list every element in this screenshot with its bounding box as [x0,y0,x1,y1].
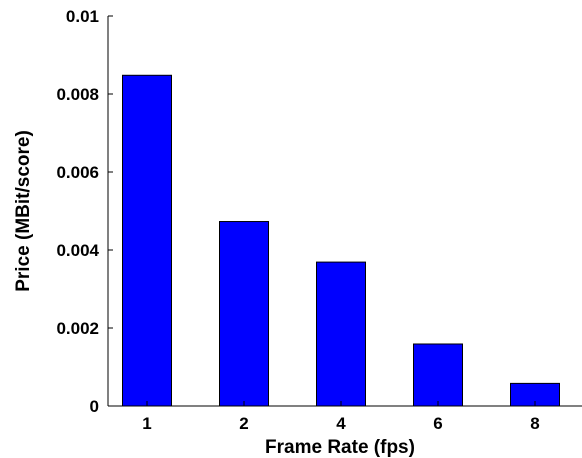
bar-1 [122,74,172,407]
y-tick-label: 0.008 [56,85,99,104]
bar-4 [316,261,366,407]
y-tick-label: 0 [90,397,99,416]
y-tick-labels: 0 0.002 0.004 0.006 0.008 0.01 [56,7,99,416]
y-axis-title: Price (MBit/score) [13,130,34,292]
x-tick-label: 1 [142,414,151,433]
y-tick-marks [108,15,113,407]
y-tick-label: 0.004 [56,241,99,260]
y-tick-label: 0.006 [56,163,99,182]
y-tick-label: 0.002 [56,319,99,338]
x-tick-label: 4 [336,414,346,433]
bar-6 [413,343,463,407]
bars-group [122,74,560,407]
x-tick-label: 8 [530,414,539,433]
y-tick-label: 0.01 [66,7,99,26]
x-tick-marks [146,401,536,406]
x-tick-label: 2 [239,414,248,433]
bar-2 [219,221,269,407]
x-tick-labels: 1 2 4 6 8 [142,414,539,433]
x-tick-label: 6 [433,414,442,433]
x-axis-title: Frame Rate (fps) [265,437,415,458]
